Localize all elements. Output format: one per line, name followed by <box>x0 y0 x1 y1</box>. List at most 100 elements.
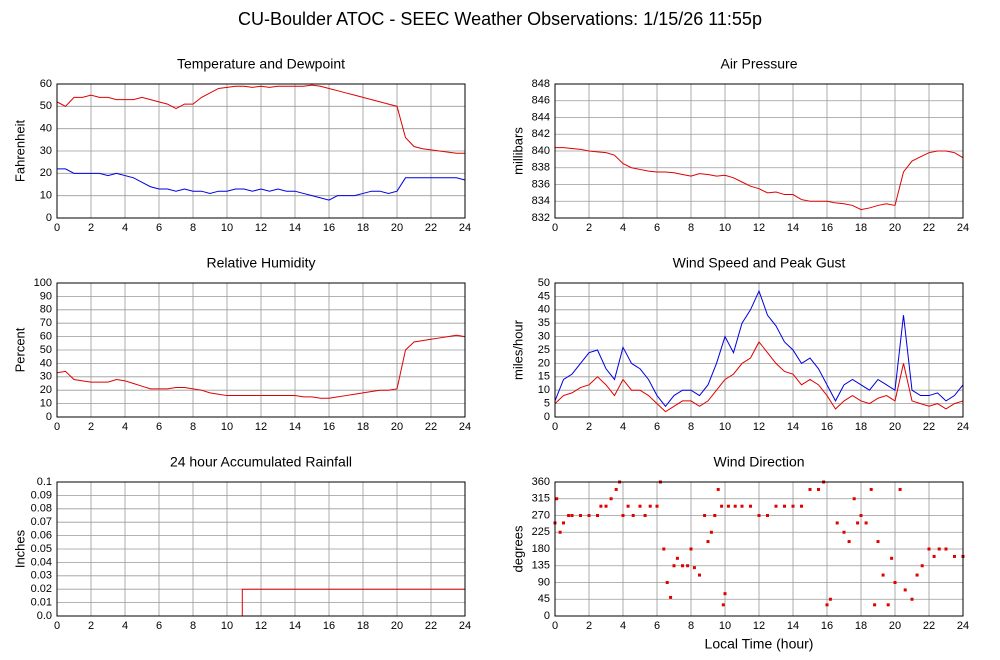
chart-title: Temperature and Dewpoint <box>177 56 345 72</box>
y-tick-label: 0.07 <box>31 516 52 528</box>
y-tick-label: 35 <box>538 317 550 329</box>
data-point <box>681 564 684 568</box>
data-point <box>703 514 707 517</box>
y-axis-label: degrees <box>510 525 525 572</box>
x-tick-label: 22 <box>923 421 935 433</box>
x-tick-label: 20 <box>889 222 901 234</box>
y-tick-label: 0.04 <box>31 556 52 568</box>
x-tick-label: 4 <box>122 421 128 433</box>
data-point <box>825 603 829 607</box>
data-point <box>567 514 571 517</box>
data-line <box>555 147 964 211</box>
data-point <box>864 521 868 525</box>
data-point <box>783 504 786 508</box>
data-point <box>631 514 635 517</box>
y-tick-label: 60 <box>40 78 52 90</box>
y-tick-label: 848 <box>532 78 550 90</box>
y-tick-label: 20 <box>40 167 52 179</box>
y-tick-label: 0.08 <box>31 503 52 515</box>
y-tick-label: 0.03 <box>31 570 52 582</box>
x-tick-label: 22 <box>923 222 935 234</box>
x-tick-label: 24 <box>957 620 969 632</box>
x-tick-label: 12 <box>255 421 267 433</box>
data-point <box>555 497 559 501</box>
x-tick-label: 20 <box>391 421 403 433</box>
data-point <box>713 514 717 517</box>
y-tick-label: 315 <box>532 493 550 505</box>
y-tick-label: 70 <box>40 317 52 329</box>
y-tick-label: 40 <box>40 123 52 135</box>
x-tick-label: 20 <box>391 620 403 632</box>
x-tick-label: 18 <box>357 620 369 632</box>
y-axis-label: Fahrenheit <box>12 120 27 183</box>
data-point <box>672 564 676 568</box>
data-point <box>890 556 894 560</box>
x-tick-label: 18 <box>357 421 369 433</box>
data-point <box>599 504 603 508</box>
y-tick-label: 0 <box>544 411 550 423</box>
x-tick-label: 18 <box>855 620 867 632</box>
x-tick-label: 0 <box>552 620 558 632</box>
chart-title: Air Pressure <box>720 56 797 72</box>
data-point <box>706 540 710 544</box>
y-tick-label: 838 <box>532 162 550 174</box>
y-tick-label: 0.1 <box>37 476 52 488</box>
data-point <box>587 514 591 517</box>
x-tick-label: 12 <box>255 222 267 234</box>
data-point <box>937 547 941 551</box>
y-axis-label: Inches <box>12 529 27 568</box>
data-point <box>698 573 701 577</box>
x-tick-label: 16 <box>323 620 335 632</box>
data-point <box>800 504 803 508</box>
x-tick-label: 10 <box>719 620 731 632</box>
y-tick-label: 50 <box>538 277 550 289</box>
x-tick-label: 8 <box>688 620 694 632</box>
x-tick-label: 6 <box>156 222 162 234</box>
y-tick-label: 40 <box>538 304 550 316</box>
data-point <box>852 497 856 501</box>
y-tick-label: 0.05 <box>31 543 52 555</box>
y-tick-label: 836 <box>532 178 550 190</box>
data-point <box>686 564 690 568</box>
x-tick-label: 8 <box>190 421 196 433</box>
data-point <box>953 554 956 558</box>
x-tick-label: 2 <box>88 620 94 632</box>
y-tick-label: 135 <box>532 560 550 572</box>
x-tick-label: 6 <box>654 222 660 234</box>
x-tick-label: 24 <box>459 421 471 433</box>
x-tick-label: 0 <box>54 421 60 433</box>
y-tick-label: 40 <box>40 357 52 369</box>
y-tick-label: 15 <box>538 371 550 383</box>
x-tick-label: 4 <box>122 620 128 632</box>
data-point <box>723 592 727 596</box>
x-tick-label: 8 <box>688 222 694 234</box>
page-title: CU-Boulder ATOC - SEEC Weather Observati… <box>238 9 762 29</box>
chart-title: Relative Humidity <box>207 255 316 271</box>
x-axis-label: Local Time (hour) <box>705 636 814 652</box>
x-tick-label: 12 <box>753 421 765 433</box>
data-line <box>554 289 964 408</box>
y-tick-label: 0.06 <box>31 530 52 542</box>
y-tick-label: 30 <box>40 371 52 383</box>
data-line <box>554 341 964 413</box>
x-tick-label: 14 <box>289 222 301 234</box>
x-tick-label: 16 <box>323 222 335 234</box>
data-point <box>720 504 724 508</box>
y-tick-label: 50 <box>40 344 52 356</box>
y-axis-label: Percent <box>12 327 27 372</box>
y-tick-label: 832 <box>532 212 550 224</box>
x-tick-label: 16 <box>821 421 833 433</box>
data-point <box>726 504 730 508</box>
chart-title: Wind Direction <box>713 454 804 470</box>
data-point <box>733 504 737 508</box>
data-point <box>893 581 897 584</box>
y-tick-label: 0.0 <box>37 610 52 622</box>
y-tick-label: 0.02 <box>31 583 52 595</box>
data-point <box>903 588 907 592</box>
y-tick-label: 180 <box>532 543 550 555</box>
data-point <box>579 514 582 517</box>
data-point <box>721 603 725 607</box>
x-tick-label: 24 <box>957 421 969 433</box>
x-tick-label: 4 <box>122 222 128 234</box>
